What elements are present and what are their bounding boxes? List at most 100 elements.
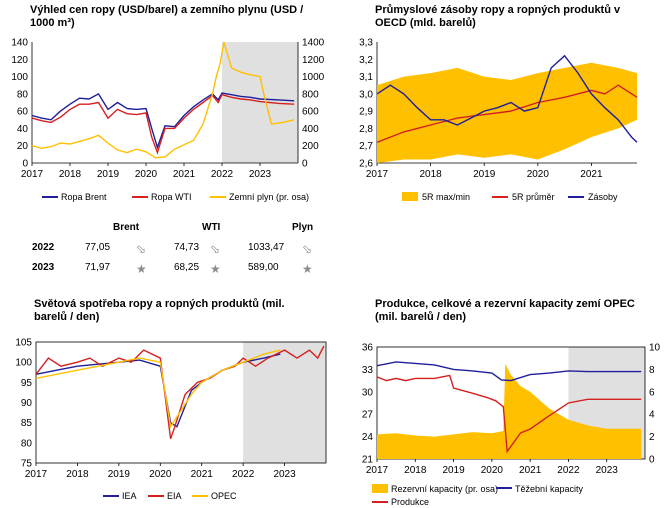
y-tick-label: 33: [362, 365, 374, 376]
y-tick-label: 80: [21, 438, 33, 449]
y-tick-label: 100: [11, 72, 28, 83]
title-line: Průmyslové zásoby ropy a ropných produkt…: [375, 4, 621, 16]
x-tick-label: 2020: [135, 169, 158, 180]
y-tick-label: 2,8: [359, 124, 373, 135]
legend-label: Ropa WTI: [151, 192, 192, 202]
header-gas: Plyn: [292, 222, 314, 233]
band-5r-maxmin: [377, 62, 637, 164]
x-tick-label: 2020: [481, 465, 504, 476]
series-line-gas: [31, 41, 295, 159]
y-tick-label: 60: [17, 107, 29, 118]
legend-label: Zásoby: [588, 192, 618, 202]
table-row: 2023 71,97 ★ 68,25 ★ 589,00 ★: [30, 262, 320, 276]
y-right-tick-label: 800: [302, 89, 319, 100]
y-tick-label: 140: [11, 38, 28, 49]
y-right-tick-label: 1200: [302, 55, 325, 66]
chart-title-opec: Produkce, celkové a rezervní kapacity ze…: [375, 298, 635, 324]
legend-label: 5R max/min: [422, 192, 470, 202]
y-right-tick-label: 1000: [302, 72, 325, 83]
y-tick-label: 75: [21, 459, 33, 470]
legend-label: EIA: [167, 491, 182, 501]
y-tick-label: 85: [21, 418, 33, 429]
series-line-stocks: [376, 54, 638, 143]
title-line: Světová spotřeba ropy a ropných produktů…: [34, 298, 285, 310]
cell-wti: 74,73: [174, 242, 200, 253]
y-tick-label: 0: [22, 159, 28, 170]
y-tick-label: 3,0: [359, 89, 373, 100]
y-tick-label: 80: [17, 89, 29, 100]
series-line-brent: [31, 92, 295, 150]
cell-gas: 1033,47: [248, 242, 285, 253]
arrow-down-right-icon: ⬂: [136, 242, 147, 256]
title-line: OECD (mld. barelů): [375, 17, 476, 29]
x-tick-label: 2018: [419, 169, 442, 180]
title-line: Výhled cen ropy (USD/barel) a zemního pl…: [30, 4, 304, 16]
arrow-down-right-icon: ⬂: [210, 242, 221, 256]
x-tick-label: 2021: [580, 169, 603, 180]
series-line-eia: [35, 345, 325, 440]
y-tick-label: 2,6: [359, 159, 373, 170]
row-year: 2023: [32, 262, 55, 273]
legend-swatch: [372, 484, 388, 493]
table-header-row: Brent WTI Plyn: [30, 222, 320, 236]
header-brent: Brent: [113, 222, 140, 233]
legend-label: Zemní plyn (pr. osa): [229, 192, 309, 202]
y-tick-label: 105: [15, 338, 32, 349]
y-right-tick-label: 4: [649, 410, 655, 421]
y-tick-label: 100: [15, 358, 32, 369]
x-tick-label: 2017: [366, 169, 389, 180]
y-tick-label: 27: [362, 410, 374, 421]
legend-label: IEA: [122, 491, 137, 501]
y-tick-label: 3,3: [359, 38, 373, 49]
y-tick-label: 3,2: [359, 55, 373, 66]
series-line-wti: [31, 93, 295, 155]
y-tick-label: 36: [362, 343, 374, 354]
x-tick-label: 2022: [211, 169, 234, 180]
y-right-tick-label: 0: [302, 159, 308, 170]
x-tick-label: 2019: [473, 169, 496, 180]
header-wti: WTI: [202, 222, 221, 233]
area-spare-capacity: [377, 363, 642, 459]
x-tick-label: 2020: [149, 469, 172, 480]
y-right-tick-label: 10: [649, 343, 661, 354]
x-tick-label: 2022: [232, 469, 255, 480]
y-right-tick-label: 400: [302, 124, 319, 135]
x-tick-label: 2017: [21, 169, 44, 180]
x-tick-label: 2020: [527, 169, 550, 180]
x-tick-label: 2021: [173, 169, 196, 180]
series-line-5r-avg: [376, 84, 638, 143]
y-tick-label: 2,7: [359, 141, 373, 152]
x-tick-label: 2021: [191, 469, 214, 480]
y-tick-label: 2,9: [359, 107, 373, 118]
y-tick-label: 90: [21, 398, 33, 409]
cell-brent: 71,97: [85, 262, 111, 273]
cell-brent: 77,05: [85, 242, 111, 253]
star-icon: ★: [210, 262, 221, 276]
y-tick-label: 120: [11, 55, 28, 66]
legend-label: 5R průměr: [512, 192, 555, 202]
x-tick-label: 2018: [66, 469, 89, 480]
x-tick-label: 2019: [108, 469, 131, 480]
series-line-opec: [35, 349, 281, 429]
title-line: (mil. barelů / den): [375, 311, 467, 323]
y-tick-label: 21: [362, 455, 374, 466]
y-tick-label: 95: [21, 378, 33, 389]
y-tick-label: 30: [362, 387, 374, 398]
forecast-shade: [222, 42, 298, 163]
x-tick-label: 2023: [596, 465, 619, 476]
x-tick-label: 2023: [249, 169, 272, 180]
legend-label: Ropa Brent: [61, 192, 107, 202]
chart-title-oil-gas: Výhled cen ropy (USD/barel) a zemního pl…: [30, 4, 303, 30]
plot-frame: [35, 341, 327, 464]
x-tick-label: 2019: [97, 169, 120, 180]
legend-label: Těžební kapacity: [515, 484, 584, 494]
y-right-tick-label: 1400: [302, 38, 325, 49]
series-line-capacity: [376, 361, 642, 382]
arrow-down-right-icon: ⬂: [302, 242, 313, 256]
row-year: 2022: [32, 242, 55, 253]
legend-swatch: [402, 192, 418, 201]
x-tick-label: 2018: [404, 465, 427, 476]
y-right-tick-label: 2: [649, 432, 655, 443]
legend-label: Produkce: [391, 497, 429, 507]
x-tick-label: 2019: [442, 465, 465, 476]
